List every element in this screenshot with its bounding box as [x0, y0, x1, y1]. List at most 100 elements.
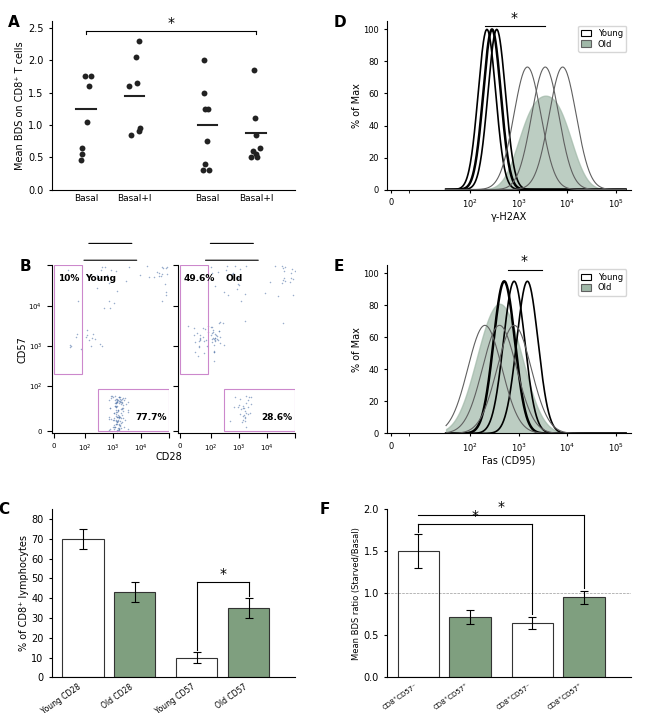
Point — [112, 394, 123, 405]
Point — [223, 289, 233, 301]
Legend: Young, Old: Young, Old — [578, 26, 627, 52]
Point — [111, 409, 121, 420]
Point — [215, 331, 226, 342]
Point — [116, 407, 127, 419]
Point — [97, 341, 107, 352]
Point — [117, 402, 127, 414]
Point — [123, 396, 133, 408]
Point — [90, 333, 100, 344]
Point — [202, 341, 213, 352]
Point — [238, 403, 248, 414]
Point — [112, 395, 122, 406]
Point — [199, 87, 209, 98]
Point — [111, 406, 122, 418]
Point — [105, 264, 116, 275]
Point — [123, 406, 133, 418]
Text: *: * — [521, 255, 528, 269]
Point — [113, 394, 124, 406]
Point — [105, 403, 115, 414]
Point — [111, 390, 121, 401]
Point — [103, 414, 114, 425]
Point — [211, 330, 222, 342]
Point — [278, 260, 288, 272]
Y-axis label: CD57: CD57 — [17, 336, 27, 363]
Text: *: * — [498, 501, 504, 514]
Point — [214, 325, 224, 337]
Point — [114, 391, 124, 402]
Point — [157, 295, 167, 307]
Point — [200, 103, 211, 114]
Point — [209, 347, 219, 358]
Point — [113, 424, 124, 436]
Point — [225, 416, 235, 427]
Point — [199, 54, 209, 66]
Text: Old: Old — [224, 270, 240, 280]
X-axis label: γ-H2AX: γ-H2AX — [491, 212, 527, 222]
Point — [246, 391, 256, 402]
Point — [113, 409, 124, 421]
Point — [121, 398, 131, 409]
Point — [210, 332, 220, 344]
Point — [235, 394, 246, 405]
Point — [155, 270, 166, 282]
Point — [113, 397, 124, 409]
Point — [116, 404, 127, 415]
Point — [108, 414, 118, 426]
Point — [239, 315, 250, 327]
Point — [109, 419, 120, 431]
Point — [73, 295, 84, 307]
Point — [189, 346, 200, 357]
Point — [117, 409, 127, 421]
Text: Old: Old — [226, 274, 242, 282]
Point — [114, 415, 125, 426]
Point — [81, 332, 91, 343]
Point — [118, 402, 129, 414]
Point — [83, 270, 93, 281]
Point — [111, 401, 122, 413]
Point — [218, 317, 229, 328]
Point — [115, 412, 125, 424]
Point — [207, 333, 217, 344]
Point — [279, 265, 289, 277]
Point — [154, 270, 164, 282]
Point — [105, 402, 115, 414]
Point — [111, 396, 122, 408]
Point — [209, 355, 219, 366]
Point — [111, 404, 121, 416]
Point — [112, 396, 122, 407]
Point — [161, 262, 172, 274]
Text: Young: Young — [85, 274, 116, 282]
Text: B: B — [20, 259, 31, 274]
Point — [109, 412, 120, 424]
Point — [214, 317, 224, 329]
Point — [102, 270, 112, 281]
Point — [72, 328, 82, 339]
Point — [106, 413, 116, 424]
Text: CD28: CD28 — [155, 452, 183, 462]
Point — [114, 391, 124, 402]
Point — [114, 419, 124, 431]
Point — [84, 334, 94, 346]
Point — [111, 419, 121, 430]
Point — [114, 424, 124, 435]
Point — [112, 419, 122, 430]
Point — [77, 148, 87, 160]
Y-axis label: % of CD8⁺ lymphocytes: % of CD8⁺ lymphocytes — [18, 535, 29, 651]
Point — [157, 268, 167, 279]
Point — [236, 295, 246, 307]
Point — [111, 425, 122, 436]
Point — [243, 394, 254, 406]
Point — [209, 334, 219, 345]
Point — [104, 295, 114, 307]
Point — [160, 278, 170, 289]
Point — [152, 267, 162, 278]
Bar — [53, 265, 82, 374]
Point — [235, 404, 246, 415]
Point — [239, 402, 249, 414]
Legend: Young, Old: Young, Old — [578, 270, 627, 296]
Point — [288, 273, 298, 284]
Point — [75, 155, 86, 166]
Point — [111, 415, 122, 426]
Text: A: A — [8, 15, 20, 30]
Point — [208, 324, 218, 335]
